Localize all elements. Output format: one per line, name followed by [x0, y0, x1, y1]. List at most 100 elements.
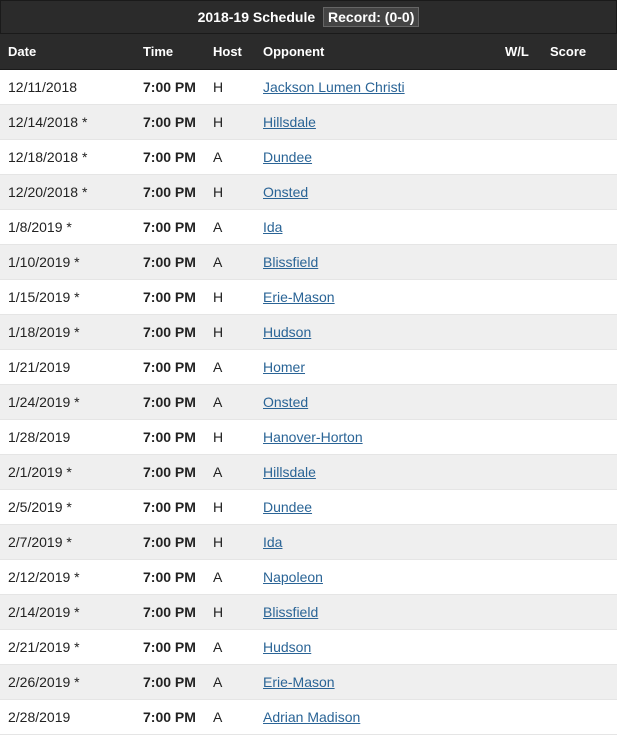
cell-wl [497, 140, 542, 175]
cell-host: A [205, 630, 255, 665]
cell-host: A [205, 560, 255, 595]
opponent-link[interactable]: Ida [263, 534, 282, 550]
cell-time: 7:00 PM [135, 350, 205, 385]
col-header-time[interactable]: Time [135, 34, 205, 70]
opponent-link[interactable]: Dundee [263, 149, 312, 165]
cell-date: 12/11/2018 [0, 70, 135, 105]
cell-host: A [205, 350, 255, 385]
cell-host: H [205, 175, 255, 210]
opponent-link[interactable]: Homer [263, 359, 305, 375]
cell-score [542, 420, 617, 455]
cell-wl [497, 665, 542, 700]
opponent-link[interactable]: Erie-Mason [263, 289, 335, 305]
opponent-link[interactable]: Adrian Madison [263, 709, 360, 725]
cell-host: H [205, 70, 255, 105]
cell-date: 12/14/2018 * [0, 105, 135, 140]
col-header-host[interactable]: Host [205, 34, 255, 70]
cell-opponent: Blissfield [255, 245, 497, 280]
opponent-link[interactable]: Dundee [263, 499, 312, 515]
opponent-link[interactable]: Ida [263, 219, 282, 235]
cell-time: 7:00 PM [135, 315, 205, 350]
cell-score [542, 665, 617, 700]
table-row: 1/15/2019 *7:00 PMHErie-Mason [0, 280, 617, 315]
cell-host: H [205, 280, 255, 315]
cell-time: 7:00 PM [135, 210, 205, 245]
cell-score [542, 245, 617, 280]
opponent-link[interactable]: Onsted [263, 394, 308, 410]
cell-date: 1/10/2019 * [0, 245, 135, 280]
cell-score [542, 595, 617, 630]
table-row: 2/26/2019 *7:00 PMA Erie-Mason [0, 665, 617, 700]
cell-host: H [205, 420, 255, 455]
table-row: 1/10/2019 *7:00 PMA Blissfield [0, 245, 617, 280]
col-header-score[interactable]: Score [542, 34, 617, 70]
record-box: Record: (0-0) [323, 7, 419, 27]
table-row: 2/1/2019 *7:00 PMAHillsdale [0, 455, 617, 490]
opponent-link[interactable]: Onsted [263, 184, 308, 200]
cell-time: 7:00 PM [135, 525, 205, 560]
cell-wl [497, 280, 542, 315]
cell-host: A [205, 245, 255, 280]
cell-wl [497, 175, 542, 210]
opponent-link[interactable]: Blissfield [263, 254, 318, 270]
cell-date: 1/24/2019 * [0, 385, 135, 420]
cell-time: 7:00 PM [135, 665, 205, 700]
cell-time: 7:00 PM [135, 560, 205, 595]
cell-time: 7:00 PM [135, 140, 205, 175]
cell-opponent: Dundee [255, 140, 497, 175]
cell-opponent: Hillsdale [255, 455, 497, 490]
cell-opponent: Hudson [255, 630, 497, 665]
col-header-date[interactable]: Date [0, 34, 135, 70]
cell-date: 2/12/2019 * [0, 560, 135, 595]
cell-time: 7:00 PM [135, 175, 205, 210]
cell-wl [497, 700, 542, 735]
cell-date: 2/5/2019 * [0, 490, 135, 525]
cell-host: A [205, 385, 255, 420]
cell-score [542, 525, 617, 560]
opponent-link[interactable]: Hudson [263, 324, 311, 340]
cell-wl [497, 315, 542, 350]
cell-host: H [205, 315, 255, 350]
cell-wl [497, 210, 542, 245]
cell-time: 7:00 PM [135, 490, 205, 525]
cell-wl [497, 245, 542, 280]
cell-date: 1/15/2019 * [0, 280, 135, 315]
table-row: 12/14/2018 *7:00 PMH Hillsdale [0, 105, 617, 140]
cell-time: 7:00 PM [135, 105, 205, 140]
opponent-link[interactable]: Hanover-Horton [263, 429, 363, 445]
cell-host: A [205, 700, 255, 735]
opponent-link[interactable]: Blissfield [263, 604, 318, 620]
cell-score [542, 140, 617, 175]
opponent-link[interactable]: Hudson [263, 639, 311, 655]
cell-score [542, 280, 617, 315]
cell-score [542, 630, 617, 665]
opponent-link[interactable]: Jackson Lumen Christi [263, 79, 405, 95]
cell-host: A [205, 665, 255, 700]
opponent-link[interactable]: Hillsdale [263, 114, 316, 130]
cell-host: H [205, 105, 255, 140]
opponent-link[interactable]: Napoleon [263, 569, 323, 585]
col-header-opponent[interactable]: Opponent [255, 34, 497, 70]
cell-score [542, 175, 617, 210]
opponent-link[interactable]: Hillsdale [263, 464, 316, 480]
cell-score [542, 385, 617, 420]
cell-time: 7:00 PM [135, 245, 205, 280]
cell-time: 7:00 PM [135, 385, 205, 420]
opponent-link[interactable]: Erie-Mason [263, 674, 335, 690]
cell-time: 7:00 PM [135, 455, 205, 490]
cell-wl [497, 70, 542, 105]
cell-score [542, 315, 617, 350]
cell-score [542, 350, 617, 385]
cell-date: 2/21/2019 * [0, 630, 135, 665]
cell-score [542, 210, 617, 245]
cell-score [542, 70, 617, 105]
cell-date: 2/26/2019 * [0, 665, 135, 700]
table-row: 2/5/2019 *7:00 PMHDundee [0, 490, 617, 525]
table-row: 2/28/20197:00 PMAAdrian Madison [0, 700, 617, 735]
table-row: 1/21/20197:00 PMAHomer [0, 350, 617, 385]
cell-opponent: Homer [255, 350, 497, 385]
table-row: 12/11/20187:00 PMHJackson Lumen Christi [0, 70, 617, 105]
col-header-wl[interactable]: W/L [497, 34, 542, 70]
table-row: 2/7/2019 *7:00 PMHIda [0, 525, 617, 560]
schedule-header: 2018-19 Schedule Record: (0-0) [0, 0, 617, 34]
